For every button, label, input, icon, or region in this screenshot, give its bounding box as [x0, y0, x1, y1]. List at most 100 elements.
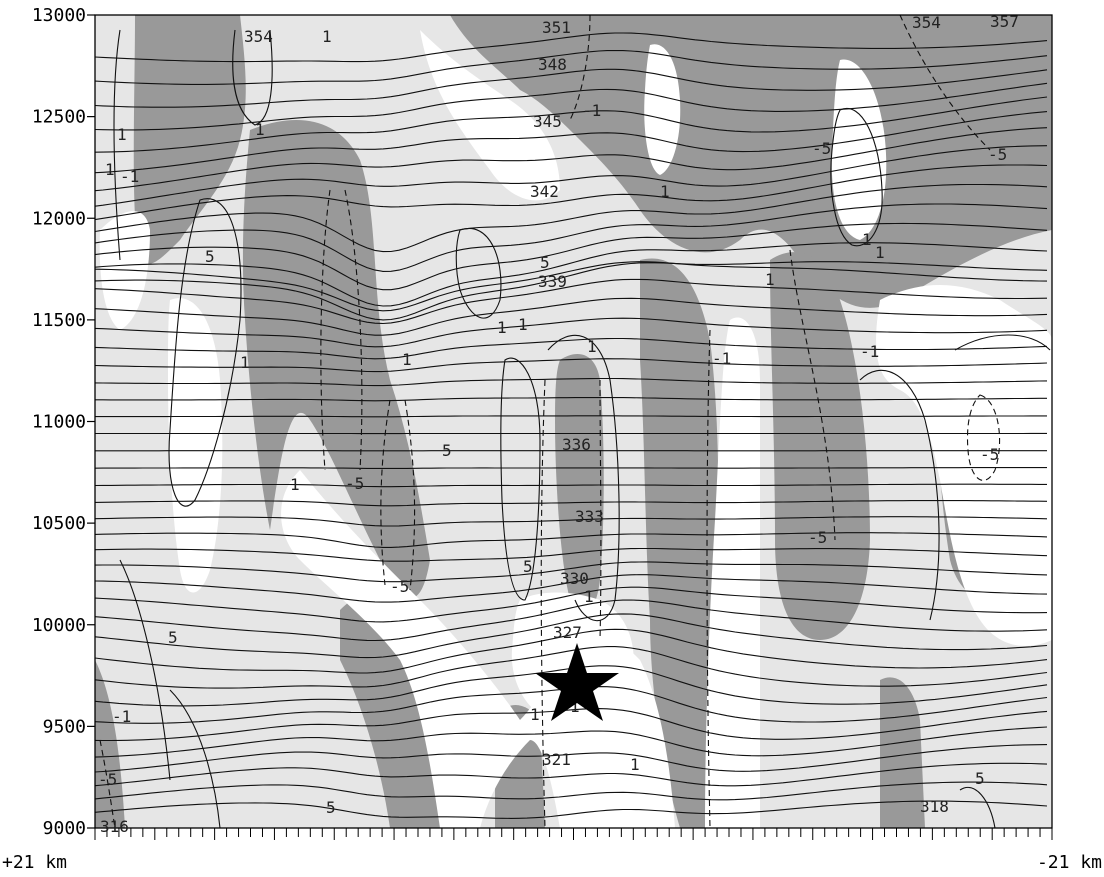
velocity-label-15: 1	[765, 270, 775, 289]
isentrope-contours	[95, 32, 1048, 819]
velocity-label-31: -5	[345, 474, 364, 493]
isentrope-label-0: 316	[100, 817, 129, 836]
y-tick-label-7: 12500	[32, 107, 86, 128]
w-contour-10	[119, 559, 171, 781]
isentrope-line-6	[95, 127, 1048, 192]
velocity-label-9: 1	[587, 337, 597, 356]
x-axis-ticks	[94, 828, 1053, 840]
isentrope-label-7: 339	[538, 272, 567, 291]
velocity-label-10: 1	[584, 587, 594, 606]
w-contour-neg-12	[99, 739, 116, 828]
velocity-label-27: -1	[582, 101, 601, 120]
w-contour-11	[169, 689, 221, 828]
w-contour-8	[859, 369, 940, 621]
white-region-central-valley	[281, 470, 675, 828]
isentrope-label-4: 330	[560, 569, 589, 588]
w-contour-4	[455, 227, 502, 319]
isentrope-line-43	[95, 762, 1048, 787]
isentrope-label-6: 336	[562, 435, 591, 454]
w-contour-neg-2	[344, 189, 363, 471]
velocity-label-23: 5	[326, 798, 336, 817]
isentrope-line-40	[95, 708, 1048, 742]
isentrope-label-10: 348	[538, 55, 567, 74]
isentrope-line-45	[95, 800, 1048, 819]
isentrope-label-5: 333	[575, 507, 604, 526]
isentrope-line-0	[95, 32, 1048, 63]
x-label-right: -21 km	[1037, 852, 1102, 873]
isentrope-line-22	[95, 415, 1047, 418]
isentrope-line-3	[95, 82, 1048, 131]
w-contour-neg-3	[380, 399, 391, 586]
velocity-label-20: 5	[442, 441, 452, 460]
isentrope-line-31	[95, 561, 1048, 583]
velocity-label-1: 1	[117, 125, 127, 144]
dark-region-left-column	[133, 15, 246, 264]
isentrope-line-41	[95, 726, 1048, 758]
velocity-contours	[113, 29, 1051, 828]
isentrope-line-4	[95, 96, 1048, 153]
isentrope-line-14	[95, 261, 1048, 312]
velocity-label-30: -5	[98, 770, 117, 789]
isentrope-line-5	[95, 111, 1048, 174]
velocity-label-14: 1	[660, 182, 670, 201]
isentrope-line-28	[95, 516, 1048, 527]
isentrope-label-12: 354	[244, 27, 273, 46]
x-label-left: +21 km	[2, 852, 67, 873]
isentrope-label-13: 354	[912, 13, 941, 32]
dark-region-mid-left	[242, 120, 430, 598]
w-contour-neg-9	[966, 394, 1001, 481]
isentrope-label-3: 327	[553, 623, 582, 642]
isentrope-line-35	[95, 613, 1048, 659]
y-tick-label-6: 12000	[32, 208, 86, 229]
w-contour-neg-10	[899, 15, 991, 151]
isentrope-line-11	[95, 222, 1048, 291]
isentrope-line-1	[95, 49, 1048, 85]
y-tick-label-3: 10500	[32, 513, 86, 534]
isentrope-label-11: 351	[542, 18, 571, 37]
w-contour-neg-1	[320, 189, 331, 471]
velocity-label-4: 1	[290, 475, 300, 494]
isentrope-line-16	[95, 297, 1048, 336]
isentrope-line-29	[95, 532, 1048, 548]
velocity-label-32: -5	[390, 577, 409, 596]
velocity-label-0: 1	[105, 160, 115, 179]
velocity-label-3: 1	[322, 27, 332, 46]
velocity-label-24: 5	[975, 769, 985, 788]
isentrope-line-32	[95, 574, 1048, 603]
dark-shaded-regions	[95, 15, 1052, 828]
isentrope-line-15	[95, 278, 1048, 325]
isentrope-line-12	[95, 242, 1048, 307]
w-contour-3	[168, 198, 242, 507]
y-tick-label-0: 9000	[43, 818, 86, 839]
velocity-label-28: -1	[712, 349, 731, 368]
star-marker	[535, 643, 619, 721]
y-tick-label-1: 9500	[43, 716, 86, 737]
velocity-label-6: 1	[402, 350, 412, 369]
isentrope-line-8	[95, 164, 1048, 221]
isentrope-line-34	[95, 599, 1048, 642]
w-contour-neg-4	[404, 399, 416, 591]
isentrope-line-30	[95, 547, 1048, 562]
w-contour-neg-8	[789, 249, 836, 541]
velocity-label-26: -1	[120, 167, 139, 186]
isentrope-label-8: 342	[530, 182, 559, 201]
velocity-label-2: 1	[255, 120, 265, 139]
w-contour-neg-11	[569, 15, 591, 121]
w-contour-12	[959, 786, 996, 828]
isentrope-line-13	[95, 261, 1048, 321]
velocity-label-11: 1	[530, 705, 540, 724]
velocity-label-5: 1	[240, 353, 250, 372]
isentrope-label-9: 345	[533, 112, 562, 131]
isentrope-line-10	[95, 203, 1048, 272]
velocity-label-25: -1	[112, 707, 131, 726]
isentrope-line-2	[95, 68, 1048, 108]
white-region-top-centre	[420, 30, 560, 201]
velocity-label-7: 1	[497, 318, 507, 337]
isentrope-line-42	[95, 744, 1048, 773]
white-region-far-right-band	[876, 285, 1052, 646]
w-contour-neg-7	[706, 329, 711, 828]
y-tick-label-5: 11500	[32, 310, 86, 331]
isentrope-line-25	[95, 467, 1047, 469]
w-contour-1	[113, 29, 121, 261]
